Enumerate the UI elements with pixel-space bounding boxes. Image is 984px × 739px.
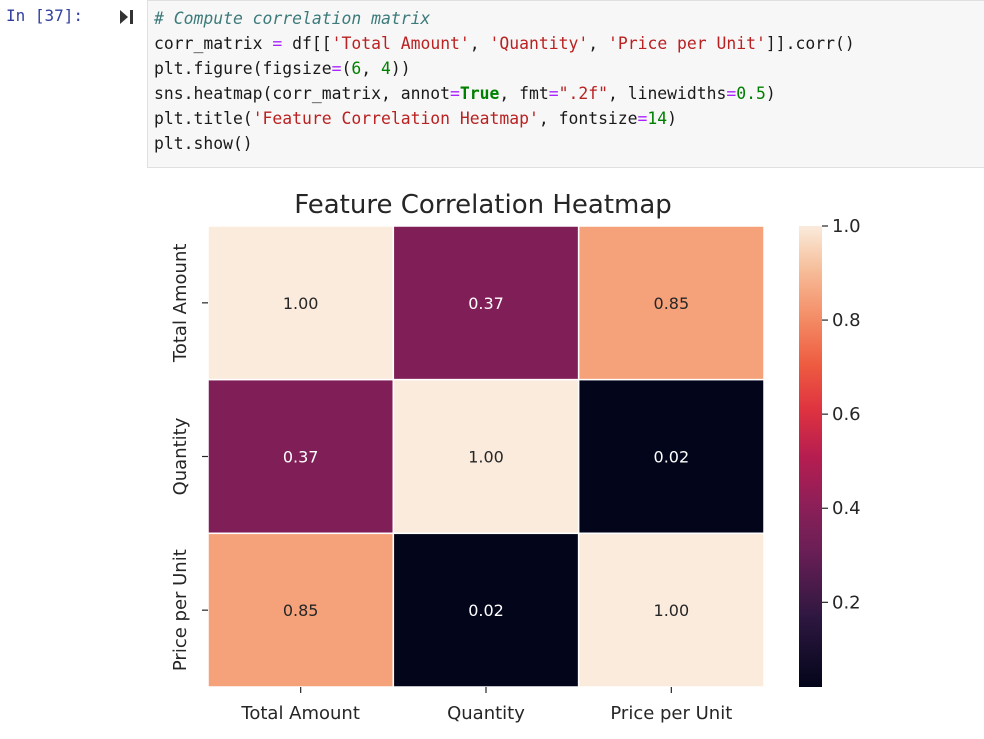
code-token: 'Quantity' [489,34,589,53]
cell-annotation: 0.02 [654,448,690,467]
code-comment: # Compute correlation matrix [154,9,431,28]
code-token: , [469,34,490,53]
code-token: = [272,34,283,53]
cell-annotation: 1.00 [283,294,319,313]
code-token: , linewidths [607,84,727,103]
colorbar-tick-label: 0.6 [832,404,861,425]
x-tick-label: Price per Unit [610,703,732,724]
colorbar-tick-label: 0.4 [832,498,861,519]
code-token: , fmt [499,84,549,103]
code-token: = [726,84,737,103]
code-token: plt.show() [154,134,253,153]
heatmap-cell [577,532,765,688]
cell-annotation: 0.85 [654,294,690,313]
code-text: # Compute correlation matrix corr_matrix… [154,6,855,156]
code-editor[interactable]: # Compute correlation matrix corr_matrix… [147,0,984,168]
code-token: ".2f" [558,84,608,103]
colorbar-tick-label: 1.0 [832,216,861,237]
heatmap-cell [577,225,765,381]
code-token: = [450,84,460,103]
colorbar [799,226,822,687]
code-token: = [637,109,648,128]
code-token: df[[ [282,34,332,53]
y-tick-label: Total Amount [170,244,191,364]
cell-prompt: In [37]: [6,6,84,25]
x-tick-label: Quantity [447,703,525,724]
colorbar-tick-label: 0.8 [832,310,861,331]
heatmap-cell [577,378,765,535]
colorbar-tick-label: 0.2 [832,592,861,613]
code-token: ) [765,84,776,103]
code-token: = [548,84,559,103]
x-tick-label: Total Amount [240,703,360,724]
cell-annotation: 0.85 [283,601,319,620]
cell-annotation: 0.37 [283,448,319,467]
y-tick-label: Price per Unit [170,549,191,671]
code-token: plt.title( [154,109,253,128]
y-tick-label: Quantity [170,417,191,495]
code-token: = [331,59,342,78]
chart-title: Feature Correlation Heatmap [294,190,672,220]
code-token: ( [341,59,352,78]
heatmap-cell [207,225,395,381]
heatmap-cell [392,532,580,688]
code-cell[interactable]: In [37]: # Compute correlation matrix co… [0,0,984,170]
code-token: , [361,59,381,78]
code-token: plt.figure(figsize [154,59,332,78]
run-cell-icon[interactable] [117,7,137,27]
code-token: , fontsize [538,109,638,128]
cell-annotation: 0.02 [468,601,504,620]
code-token: 'Total Amount' [331,34,470,53]
code-token: , [588,34,608,53]
code-token: corr_matrix [154,34,273,53]
code-token: 14 [647,109,668,128]
code-token: sns.heatmap(corr_matrix, annot [154,84,451,103]
code-token: )) [390,59,411,78]
code-token: ]].corr() [765,34,855,53]
heatmap-cell [207,532,395,688]
code-token: 'Feature Correlation Heatmap' [252,109,539,128]
cell-annotation: 1.00 [468,448,504,467]
code-token: 6 [351,59,362,78]
code-token: 0.5 [736,84,766,103]
code-token: 'Price per Unit' [607,34,766,53]
cell-annotation: 1.00 [654,601,690,620]
code-token: True [459,84,500,103]
heatmap-cell [392,378,580,535]
cell-annotation: 0.37 [468,294,504,313]
code-token: 4 [381,59,391,78]
code-token: ) [667,109,678,128]
